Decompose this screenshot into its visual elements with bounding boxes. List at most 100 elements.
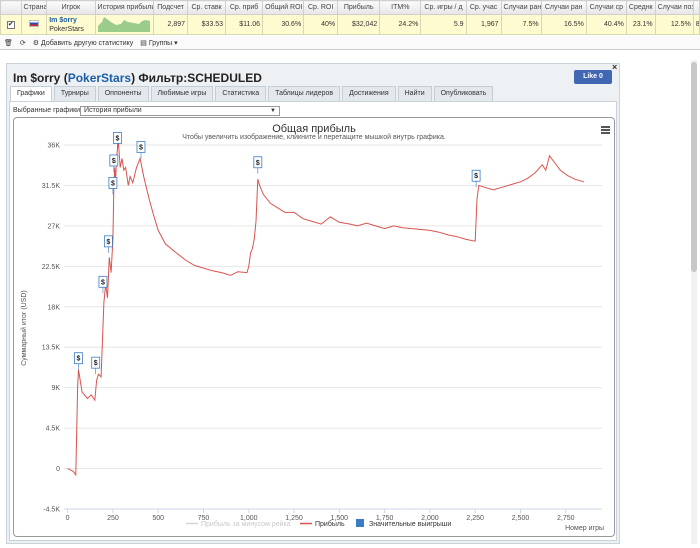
big-win-marker[interactable]: $: [136, 141, 146, 159]
row-end-cell: 8: [692, 14, 700, 35]
header-average[interactable]: Среднк: [625, 0, 656, 15]
stats-toolbar: 🗑 ⟳ ⚙ Добавить другую статистику ▤ Групп…: [0, 36, 700, 50]
table-row[interactable]: ✔ Im $orry PokerStars 2,897 $33.53 $11.0…: [0, 14, 700, 35]
profit-chart[interactable]: Общая прибыль Чтобы увеличить изображени…: [13, 117, 615, 537]
folder-icon: ▤: [140, 39, 147, 47]
big-win-marker[interactable]: $: [113, 132, 122, 150]
big-win-marker[interactable]: $: [108, 177, 118, 195]
tab-favorite-games[interactable]: Любимые игры: [150, 86, 214, 101]
facebook-like-button[interactable]: Like 0: [574, 70, 612, 84]
tab-find[interactable]: Найти: [397, 86, 432, 101]
big-win-marker[interactable]: $: [74, 352, 83, 370]
trash-icon[interactable]: 🗑: [4, 39, 13, 47]
big-win-marker[interactable]: $: [471, 169, 481, 188]
legend-label: Прибыль: [315, 520, 345, 528]
page-scrollbar[interactable]: [691, 60, 697, 544]
x-tick-label: 750: [198, 515, 210, 522]
header-mid-finish[interactable]: Случаи ср: [585, 0, 627, 15]
big-win-symbol: $: [101, 279, 105, 286]
itm-cell: 24.2%: [379, 14, 422, 35]
groups-button[interactable]: ▤ Группы ▾: [140, 39, 177, 47]
big-win-flag: [103, 235, 113, 248]
big-win-marker[interactable]: $: [91, 356, 101, 375]
avg-stake-cell: $33.53: [187, 14, 227, 35]
header-avg-profit[interactable]: Ср. приб: [225, 0, 264, 15]
header-avg-entrants[interactable]: Ср. учас: [465, 0, 502, 15]
tab-charts[interactable]: Графики: [10, 86, 52, 101]
total-roi-cell: 30.6%: [262, 14, 305, 35]
big-win-symbol: $: [106, 239, 110, 246]
page-scrollbar-thumb[interactable]: [691, 62, 697, 272]
x-axis-label: Номер игры: [565, 525, 604, 532]
header-early-finish-2[interactable]: Случаи ран: [540, 0, 587, 15]
player-room: PokerStars: [49, 25, 84, 33]
games-per-day-cell: 5.9: [420, 14, 467, 35]
add-stats-button[interactable]: ⚙ Добавить другую статистику: [33, 39, 134, 47]
chart-title: Общая прибыль: [272, 123, 356, 135]
big-win-flag: [471, 169, 481, 182]
panel-player-name: Im $orry: [13, 71, 61, 85]
big-win-marker[interactable]: $: [103, 235, 113, 253]
panel-tabs: Графики Турниры Оппоненты Любимые игры С…: [10, 86, 494, 101]
header-count[interactable]: Подсчет: [153, 0, 189, 15]
legend-box-swatch: [356, 519, 364, 527]
x-tick-label: 1,250: [285, 515, 303, 522]
tab-publish[interactable]: Опубликовать: [433, 86, 494, 101]
header-profit[interactable]: Прибыль: [337, 0, 381, 15]
header-itm[interactable]: ITM%: [379, 0, 422, 15]
big-win-symbol: $: [112, 158, 116, 165]
legend-item[interactable]: Прибыль за минусом рейка: [186, 520, 291, 528]
x-tick-label: 1,750: [376, 515, 394, 522]
header-late-finish[interactable]: Случаи поз: [654, 0, 694, 15]
big-win-flag: [108, 177, 118, 189]
y-tick-label: 9K: [51, 385, 60, 392]
refresh-icon[interactable]: ⟳: [19, 39, 26, 47]
avg-roi-cell: 40%: [303, 14, 339, 35]
row-checkbox[interactable]: ✔: [0, 14, 22, 35]
close-icon[interactable]: ×: [612, 62, 618, 72]
chevron-down-icon: ▾: [174, 39, 178, 47]
chevron-down-icon: ▼: [270, 108, 276, 114]
tab-achievements[interactable]: Достижения: [342, 86, 396, 101]
y-tick-label: 27K: [48, 223, 61, 230]
tab-statistics[interactable]: Статистика: [215, 86, 267, 101]
legend-item[interactable]: Значительные выигрыши: [356, 519, 451, 528]
x-tick-label: 250: [107, 515, 119, 522]
y-tick-label: -4.5K: [43, 507, 60, 514]
big-win-symbol: $: [256, 160, 260, 167]
chart-select[interactable]: История прибыли ▼: [80, 106, 280, 116]
tab-opponents[interactable]: Оппоненты: [97, 86, 149, 101]
header-early-finish[interactable]: Случаи ран: [500, 0, 542, 15]
big-win-marker[interactable]: $: [98, 275, 108, 294]
chart-menu-icon[interactable]: [601, 126, 610, 134]
player-cell[interactable]: Im $orry PokerStars: [46, 14, 96, 35]
country-flag: [20, 14, 48, 35]
y-tick-label: 31.5K: [42, 183, 61, 190]
filter-value: SCHEDULED: [187, 71, 262, 85]
header-games-per-day[interactable]: Ср. игры / д: [420, 0, 467, 15]
panel-room-link[interactable]: PokerStars: [67, 71, 132, 85]
tab-tournaments[interactable]: Турниры: [53, 86, 96, 101]
tab-leaderboards[interactable]: Таблицы лидеров: [268, 86, 341, 101]
big-win-marker[interactable]: $: [109, 154, 119, 172]
big-win-marker[interactable]: $: [253, 156, 263, 174]
y-tick-label: 36K: [48, 143, 61, 150]
y-tick-label: 22.5K: [42, 264, 61, 271]
header-end: [692, 0, 700, 15]
header-avg-roi[interactable]: Ср. ROI: [303, 0, 339, 15]
big-win-flag: [74, 352, 83, 365]
header-avg-stake[interactable]: Ср. ставк: [187, 0, 227, 15]
chart-plot: -4.5K 0 4.5K 9K 13.5K 18K 22.5K 27K 31.5K 36K 0 250…: [20, 132, 604, 532]
header-country[interactable]: Страна: [20, 0, 48, 15]
big-win-symbol: $: [474, 173, 478, 180]
header-profit-history[interactable]: История прибыли: [94, 0, 155, 15]
profit-cell: $32,042: [337, 14, 381, 35]
panel-room-close: ): [131, 71, 136, 85]
header-player[interactable]: Игрок: [46, 0, 96, 15]
chart-select-value: История прибыли: [84, 107, 142, 114]
big-win-symbol: $: [94, 360, 98, 367]
y-tick-label: 4.5K: [46, 426, 61, 433]
header-total-roi[interactable]: Общий ROI: [262, 0, 305, 15]
player-name-link[interactable]: Im $orry: [49, 16, 77, 24]
legend-item[interactable]: Прибыль: [300, 520, 345, 528]
